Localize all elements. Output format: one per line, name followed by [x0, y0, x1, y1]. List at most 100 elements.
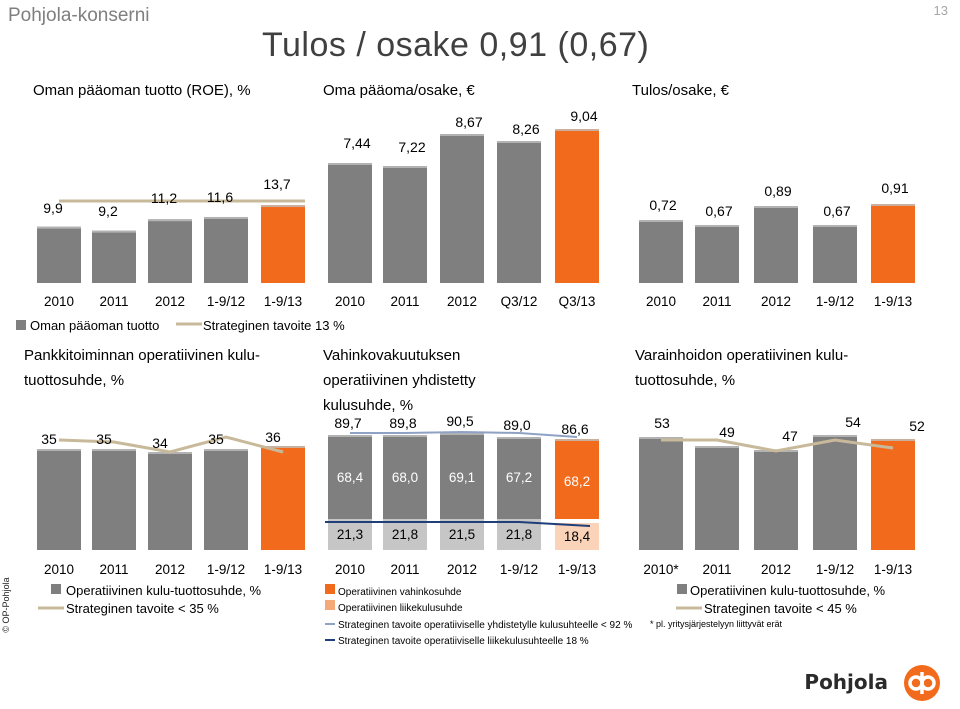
- tick-label-banking: 2012: [155, 562, 185, 577]
- data-label-expense-ratio: 21,3: [337, 527, 363, 542]
- data-label-eps: 0,91: [881, 180, 908, 196]
- bar-expense-ratio: [440, 519, 484, 550]
- data-label-asset: 49: [719, 424, 735, 440]
- bar-loss-ratio: [497, 437, 541, 519]
- bar-roe-top: [92, 230, 136, 233]
- bar-equity-top: [555, 129, 599, 131]
- legend-label-asset-target: Strateginen tavoite < 45 %: [704, 601, 857, 616]
- bar-eps-top: [639, 220, 683, 222]
- bar-banking-top: [92, 449, 136, 451]
- data-label-roe: 11,2: [151, 190, 177, 206]
- legend-label-banking-target: Strateginen tavoite < 35 %: [66, 601, 219, 616]
- data-label-combined-total: 90,5: [446, 413, 473, 429]
- data-label-expense-ratio: 18,4: [564, 529, 591, 544]
- bar-loss-ratio-top: [383, 435, 427, 437]
- legend-label-expense: Operatiivinen liikekulusuhde: [338, 603, 463, 614]
- chart-title-combined: Vahinkovakuutuksen operatiivinen yhdiste…: [323, 347, 476, 414]
- logo-text: Pohjola: [804, 670, 888, 694]
- bar-roe-top: [261, 205, 305, 208]
- data-label-equity: 7,44: [343, 135, 370, 151]
- tick-label-asset: 1-9/13: [874, 562, 912, 577]
- bar-roe: [204, 216, 248, 283]
- data-label-loss-ratio: 68,2: [564, 474, 590, 489]
- data-label-expense-ratio: 21,8: [506, 527, 532, 542]
- data-label-loss-ratio: 69,1: [449, 470, 475, 485]
- bar-loss-ratio: [383, 435, 427, 519]
- bar-asset-top: [813, 435, 857, 437]
- data-label-equity: 7,22: [398, 139, 425, 155]
- data-label-equity: 8,67: [455, 114, 482, 130]
- chart-title-banking: Pankkitoiminnan operatiivinen kulu-tuott…: [24, 347, 260, 389]
- tick-label-banking: 2010: [44, 562, 74, 577]
- tick-label-banking: 1-9/12: [207, 562, 245, 577]
- data-label-asset: 52: [909, 418, 925, 434]
- bar-eps: [813, 225, 857, 283]
- tick-label-asset: 2011: [702, 562, 731, 577]
- bar-asset: [754, 450, 798, 550]
- data-label-asset: 53: [654, 415, 670, 431]
- data-label-eps: 0,67: [823, 203, 850, 219]
- tick-label-equity: Q3/12: [501, 294, 538, 309]
- bar-expense-ratio: [555, 523, 599, 550]
- bar-banking: [37, 449, 81, 550]
- legend-label-banking: Operatiivinen kulu-tuottosuhde, %: [66, 583, 262, 598]
- bar-banking: [92, 449, 136, 550]
- bar-asset: [871, 439, 915, 550]
- tick-label-roe: 2012: [155, 294, 185, 309]
- legend-label-expense-target: Strateginen tavoite operatiiviselle liik…: [338, 636, 589, 647]
- bar-equity-top: [383, 166, 427, 168]
- tick-label-combined: 1-9/12: [500, 562, 538, 577]
- bar-roe: [261, 205, 305, 283]
- tick-label-eps: 1-9/13: [874, 294, 912, 309]
- bar-roe-top: [148, 219, 192, 222]
- data-label-loss-ratio: 68,4: [337, 470, 364, 485]
- target-line-combined: [350, 430, 578, 438]
- bar-equity-top: [328, 163, 372, 165]
- data-label-combined-total: 86,6: [561, 421, 588, 437]
- tick-label-roe: 1-9/12: [207, 294, 245, 309]
- tick-label-combined: 1-9/13: [558, 562, 596, 577]
- target-line-expense: [325, 521, 591, 527]
- bar-eps-top: [754, 206, 798, 208]
- tick-label-roe: 2011: [99, 294, 128, 309]
- bar-roe: [148, 219, 192, 283]
- tick-label-banking: 1-9/13: [264, 562, 302, 577]
- bar-eps: [695, 225, 739, 283]
- bar-banking-top: [37, 449, 81, 451]
- legend-swatch-asset: [677, 584, 687, 594]
- tick-label-eps: 2010: [646, 294, 676, 309]
- bar-equity-top: [440, 134, 484, 136]
- data-label-banking: 36: [265, 429, 281, 445]
- tick-label-eps: 2011: [702, 294, 731, 309]
- bar-loss-ratio-top: [555, 439, 599, 441]
- tick-label-equity: 2012: [447, 294, 477, 309]
- bar-banking: [261, 446, 305, 550]
- tick-label-equity: Q3/13: [559, 294, 596, 309]
- bar-banking: [148, 452, 192, 550]
- target-line-banking: [58, 435, 284, 454]
- bar-eps: [639, 220, 683, 283]
- data-label-banking: 35: [208, 431, 224, 447]
- data-label-expense-ratio: 21,8: [392, 527, 418, 542]
- legend-label-combined-target: Strateginen tavoite operatiiviselle yhdi…: [338, 620, 632, 631]
- tick-label-equity: 2011: [390, 294, 419, 309]
- data-label-roe: 9,9: [43, 200, 63, 216]
- target-line-asset: [661, 438, 894, 453]
- bar-loss-ratio: [440, 433, 484, 519]
- bar-equity: [440, 134, 484, 283]
- bar-equity: [328, 163, 372, 283]
- bar-roe-top: [37, 226, 81, 229]
- tick-label-equity: 2010: [335, 294, 365, 309]
- tick-label-eps: 2012: [761, 294, 791, 309]
- bar-asset: [639, 437, 683, 550]
- data-label-eps: 0,72: [649, 197, 676, 213]
- legend-swatch-roe: [16, 320, 26, 330]
- pohjola-logo-icon: [904, 665, 940, 701]
- data-label-combined-total: 89,8: [389, 415, 416, 431]
- tick-label-asset: 2010*: [643, 562, 679, 577]
- legend-label-roe-target: Strateginen tavoite 13 %: [203, 318, 345, 333]
- bar-banking-top: [261, 446, 305, 448]
- legend-label-asset: Operatiivinen kulu-tuottosuhde, %: [690, 583, 886, 598]
- tick-label-combined: 2010: [335, 562, 365, 577]
- company-name: Pohjola-konserni: [8, 5, 150, 26]
